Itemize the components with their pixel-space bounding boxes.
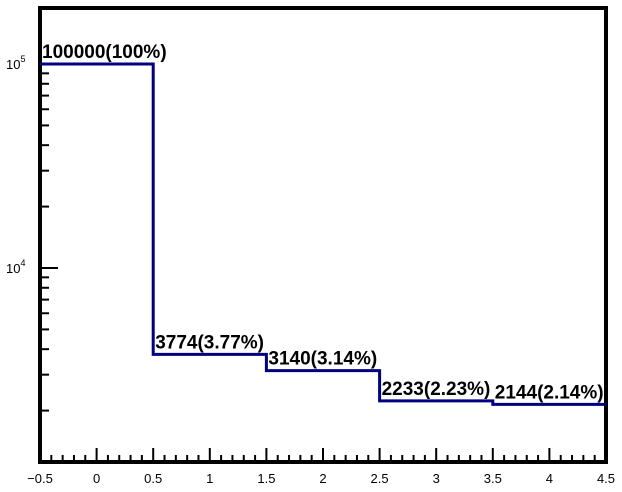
x-tick-label: 1 <box>206 471 213 486</box>
histogram-series <box>40 62 606 406</box>
x-tick-label: 1.5 <box>257 471 275 486</box>
bin-value-label: 100000(100%) <box>42 42 167 63</box>
x-tick-label: 0.5 <box>144 471 162 486</box>
bin-value-label: 3774(3.77%) <box>155 332 264 353</box>
bin-value-label: 3140(3.14%) <box>268 349 377 370</box>
histogram-step-line <box>40 62 606 406</box>
y-tick-exponent: 5 <box>20 54 25 64</box>
x-tick-label: −0.5 <box>27 471 53 486</box>
bin-value-label: 2233(2.23%) <box>382 379 491 400</box>
x-axis-tick-labels: −0.5 0 0.5 1 1.5 2 2.5 3 3.5 4 4.5 <box>27 471 615 486</box>
x-tick-label: 4 <box>546 471 553 486</box>
y-tick-exponent: 4 <box>20 258 25 268</box>
y-tick-base: 10 <box>6 57 20 72</box>
x-tick-label: 2.5 <box>371 471 389 486</box>
bin-value-label: 2144(2.14%) <box>495 382 604 403</box>
y-tick-base: 10 <box>6 261 20 276</box>
y-tick-label: 104 <box>6 258 25 276</box>
x-tick-label: 3 <box>433 471 440 486</box>
data-labels: 100000(100%) 3774(3.77%)3140(3.14%)2233(2… <box>42 42 604 403</box>
x-tick-label: 2 <box>319 471 326 486</box>
x-tick-label: 4.5 <box>597 471 615 486</box>
x-tick-label: 0 <box>93 471 100 486</box>
y-tick-label: 105 <box>6 54 25 72</box>
x-tick-label: 3.5 <box>484 471 502 486</box>
